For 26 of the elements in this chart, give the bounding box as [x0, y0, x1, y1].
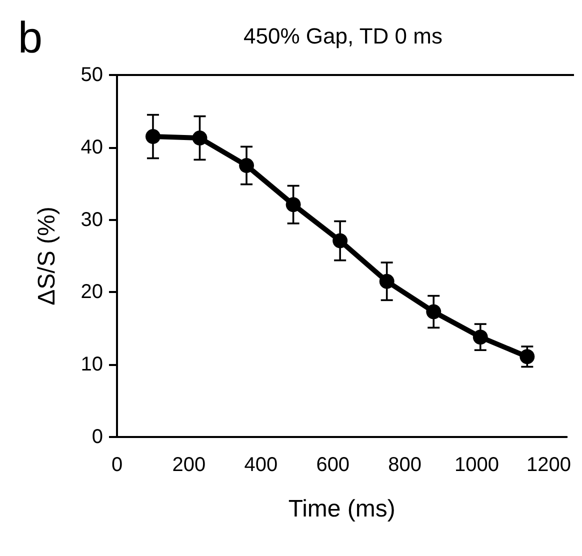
point — [192, 130, 208, 146]
point — [332, 233, 348, 248]
point — [472, 330, 488, 345]
point — [520, 349, 535, 364]
y-axis-title: ΔS/S (%) — [34, 206, 60, 306]
point — [145, 129, 160, 144]
point — [379, 274, 394, 289]
text: b — [18, 14, 42, 62]
x-tick-label: 200 — [172, 454, 206, 476]
point — [426, 304, 442, 320]
x-tick-label: 1200 — [526, 454, 572, 476]
y-tick-label: 30 — [80, 208, 103, 231]
y-tick-label: 10 — [80, 354, 103, 376]
y-tick-label: 40 — [80, 136, 103, 158]
chart-title: 450% Gap, TD 0 ms — [244, 24, 442, 48]
y-tick-label: 0 — [92, 426, 103, 448]
x-tick-label: 800 — [388, 454, 422, 476]
x-tick-label: 0 — [111, 454, 123, 476]
x-tick-label: 600 — [316, 454, 350, 476]
x-axis-title: Time (ms) — [288, 496, 396, 522]
y-tick-label: 20 — [80, 281, 103, 304]
point — [239, 158, 254, 173]
x-tick-label: 1000 — [454, 454, 500, 476]
y-tick-label: 50 — [80, 64, 103, 86]
x-tick-label: 400 — [244, 454, 278, 476]
point — [286, 197, 301, 212]
